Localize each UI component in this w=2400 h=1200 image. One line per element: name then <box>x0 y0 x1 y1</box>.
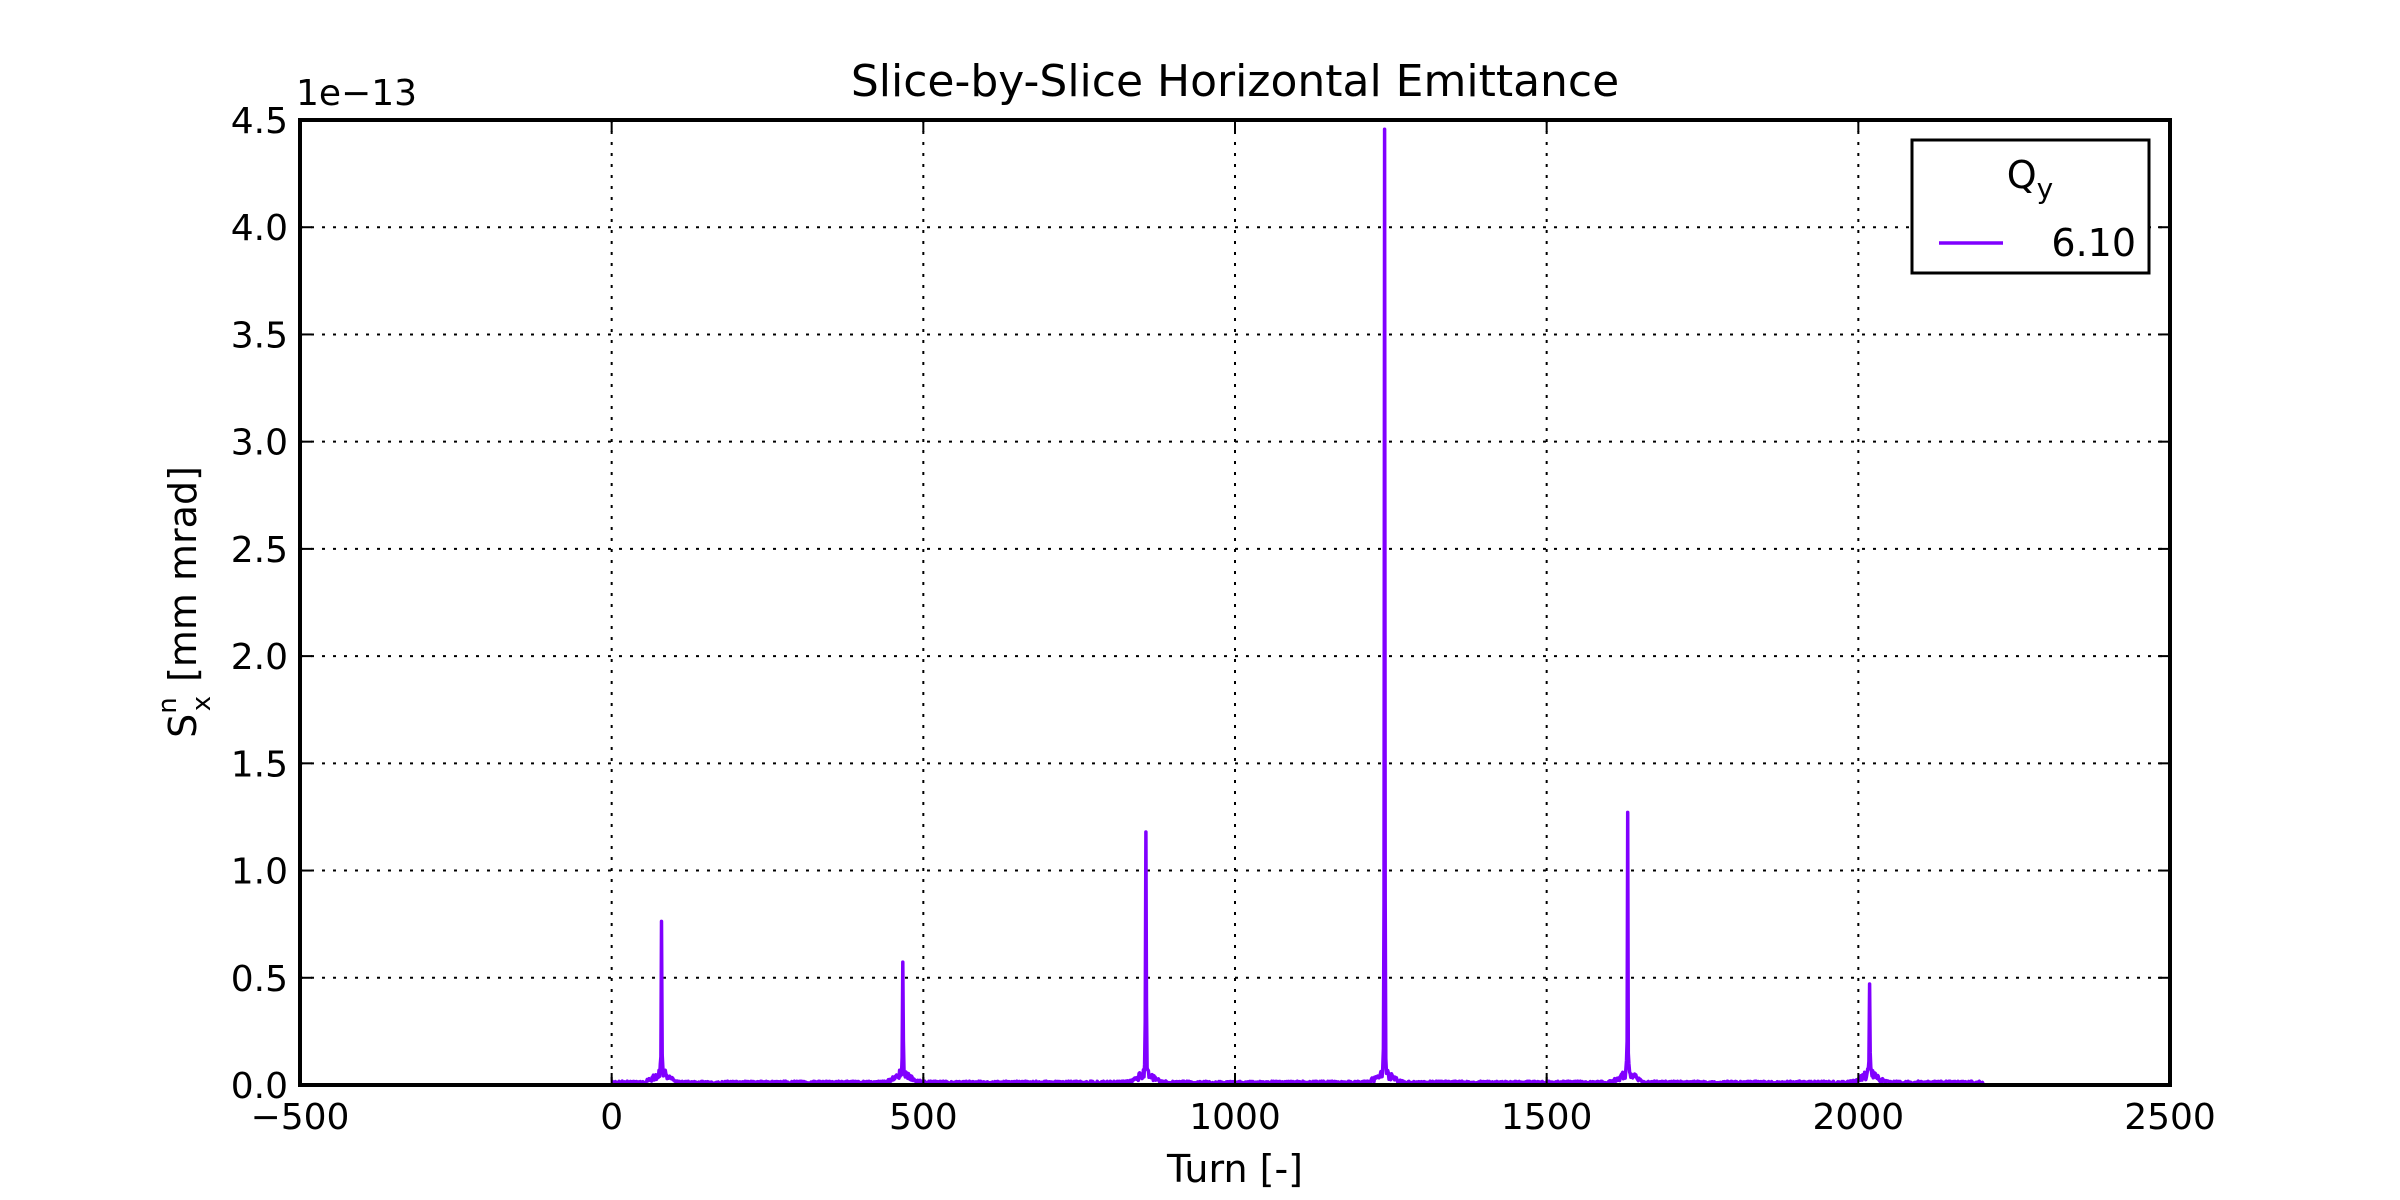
x-tick-label: 2000 <box>1813 1097 1905 1138</box>
legend-title: Qy <box>2007 153 2054 205</box>
y-tick-label: 4.5 <box>231 101 288 142</box>
legend-box <box>1910 138 2151 275</box>
y-axis-label-subscript: x <box>187 696 217 711</box>
legend-title-symbol: Q <box>2007 153 2037 197</box>
y-tick-label: 0.0 <box>231 1066 288 1107</box>
y-tick-label: 4.0 <box>231 208 288 249</box>
x-axis-label: Turn [-] <box>1166 1147 1303 1191</box>
x-tick-label: −500 <box>251 1097 350 1138</box>
y-tick-label: 3.0 <box>231 423 288 464</box>
y-tick-label: 1.5 <box>231 744 288 785</box>
y-tick-label: 1.0 <box>231 852 288 893</box>
x-tick-label: 1000 <box>1189 1097 1281 1138</box>
plot-area <box>610 127 1985 1086</box>
y-axis-label-symbol: S <box>161 714 205 738</box>
grid <box>300 120 2170 1085</box>
legend: Qy 6.10 <box>1910 138 2151 275</box>
legend-title-subscript: y <box>2037 172 2054 205</box>
series-line <box>610 127 1985 1086</box>
legend-entry-label: 6.10 <box>2051 221 2136 265</box>
x-tick-label: 1500 <box>1501 1097 1593 1138</box>
y-tick-label: 3.5 <box>231 315 288 356</box>
x-tick-label: 2500 <box>2124 1097 2216 1138</box>
axis-ticks: −500 0 500 1000 1500 2000 2500 0.0 0.5 1.0 1.5 2.0 2… <box>231 101 2216 1138</box>
y-tick-label: 0.5 <box>231 959 288 1000</box>
y-tick-label: 2.5 <box>231 530 288 571</box>
y-axis-label: Sn x [mm mrad] <box>153 466 217 738</box>
chart-title: Slice-by-Slice Horizontal Emittance <box>851 56 1619 107</box>
y-offset-text: 1e−13 <box>296 73 417 114</box>
y-tick-label: 2.0 <box>231 637 288 678</box>
x-tick-label: 0 <box>600 1097 623 1138</box>
y-axis-label-superscript: n <box>153 697 183 713</box>
x-tick-label: 500 <box>889 1097 958 1138</box>
y-axis-label-unit: [mm mrad] <box>161 466 205 682</box>
